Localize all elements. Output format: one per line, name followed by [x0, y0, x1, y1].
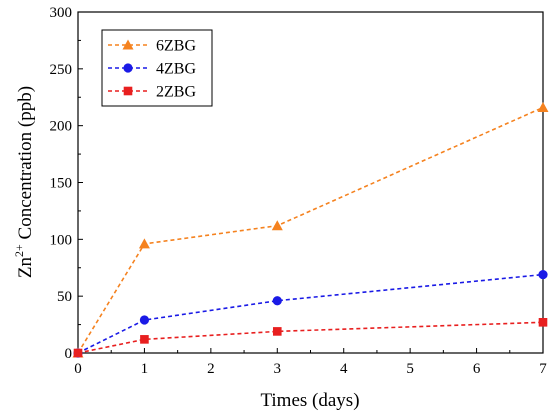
legend-marker-4zbg — [123, 63, 133, 73]
data-point-6zbg — [271, 220, 283, 231]
y-axis-title-rest: Concentration (ppb) — [15, 86, 36, 244]
legend-items: 6ZBG 4ZBG 2ZBG — [108, 38, 196, 101]
x-tick-label: 6 — [473, 361, 481, 377]
legend-label-6zbg: 6ZBG — [156, 38, 196, 55]
data-point-2zbg — [73, 348, 83, 358]
x-tick-label: 7 — [539, 361, 547, 377]
data-point-2zbg — [272, 327, 282, 336]
x-axis-title: Times (days) — [260, 390, 359, 411]
legend-marker-6zbg — [122, 39, 134, 50]
x-tick-label: 3 — [274, 361, 282, 377]
y-tick-label: 50 — [57, 289, 72, 305]
x-tick-label: 4 — [340, 361, 348, 377]
series-line-6zbg — [77, 106, 544, 354]
x-tick-label: 0 — [74, 361, 82, 377]
legend-marker-2zbg — [123, 86, 133, 96]
legend: 6ZBG 4ZBG 2ZBG — [101, 29, 213, 107]
data-point-4zbg — [272, 296, 282, 306]
y-axis: 0 50 100 150 200 250 300 — [50, 5, 83, 362]
y-axis-title: Zn2+ Concentration (ppb) — [12, 86, 36, 278]
y-axis-title-main: Zn — [15, 256, 36, 278]
data-point-2zbg — [538, 318, 548, 327]
y-axis-title-superscript: 2+ — [12, 244, 26, 257]
series-line-2zbg — [77, 321, 544, 354]
x-tick-label: 1 — [141, 361, 149, 377]
x-tick-label: 5 — [406, 361, 414, 377]
x-axis: 0 1 2 3 4 5 6 7 — [74, 348, 547, 377]
data-point-6zbg — [537, 101, 549, 112]
data-point-4zbg — [538, 269, 548, 280]
y-tick-label: 300 — [50, 5, 73, 21]
legend-label-2zbg: 2ZBG — [156, 84, 196, 101]
y-tick-label: 150 — [50, 176, 73, 192]
y-tick-label: 100 — [50, 232, 73, 248]
series-layer — [72, 101, 549, 358]
x-tick-label: 2 — [207, 361, 215, 377]
y-tick-label: 250 — [50, 62, 73, 78]
y-tick-label: 200 — [50, 119, 73, 135]
legend-frame — [101, 29, 213, 107]
data-point-6zbg — [138, 238, 150, 249]
data-point-4zbg — [139, 315, 150, 325]
y-tick-label: 0 — [65, 346, 73, 362]
legend-label-4zbg: 4ZBG — [156, 61, 196, 78]
data-point-2zbg — [140, 335, 149, 344]
series-line-4zbg — [77, 273, 544, 354]
